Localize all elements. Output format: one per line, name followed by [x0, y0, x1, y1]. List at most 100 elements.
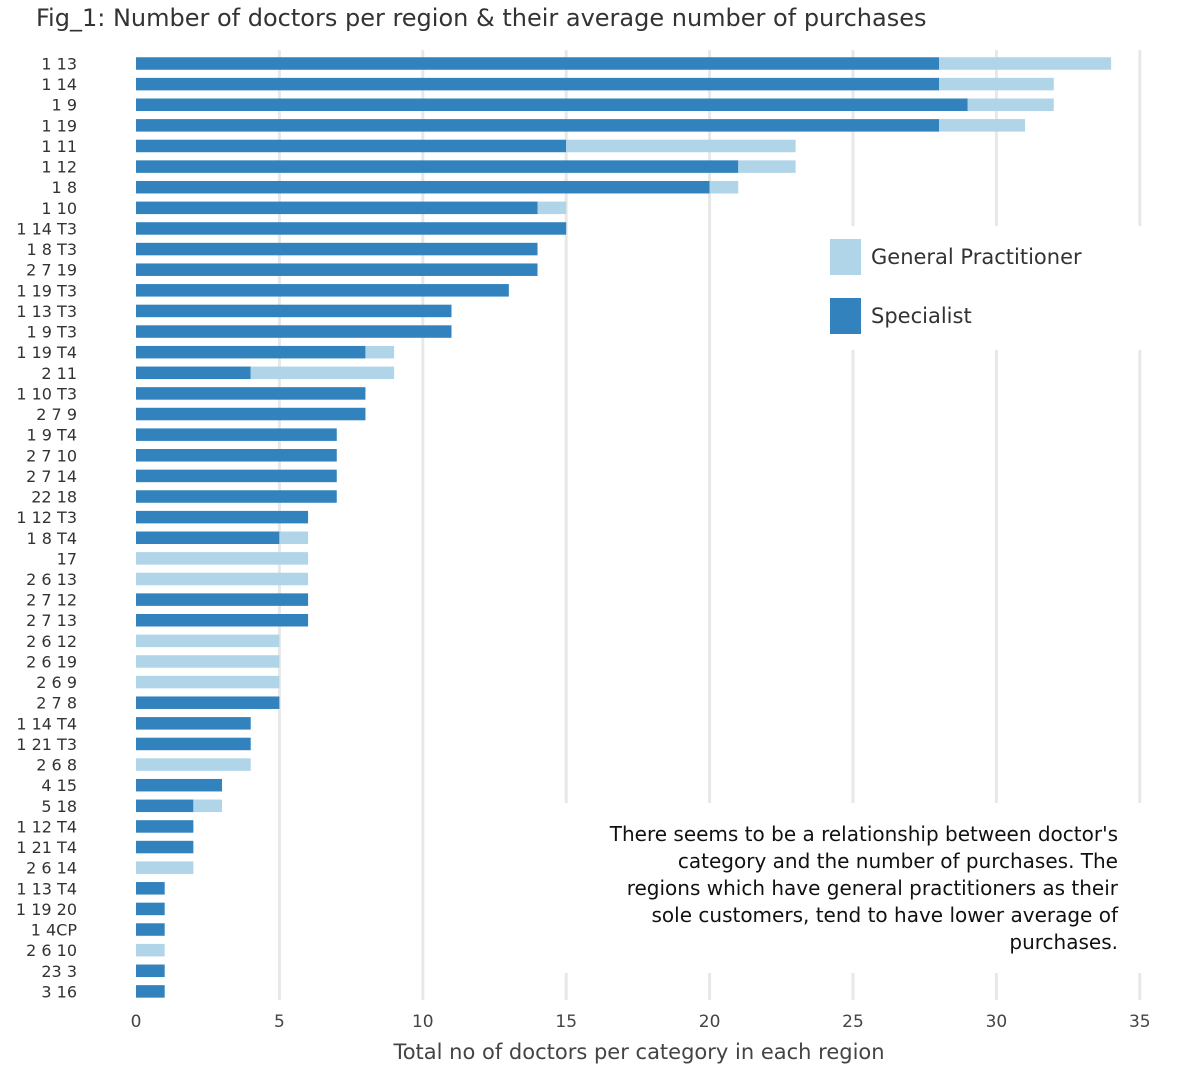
bar-specialist [136, 57, 940, 70]
x-tick-label: 35 [1129, 1012, 1151, 1032]
bar-specialist [136, 139, 567, 153]
annotation-line: category and the number of purchases. Th… [678, 849, 1118, 873]
bar-general-practitioner [136, 675, 280, 689]
bar-specialist [136, 799, 194, 813]
x-tick-label: 10 [412, 1012, 434, 1032]
bar-specialist [136, 469, 337, 483]
annotation-line: purchases. [1009, 930, 1118, 954]
annotation-line: sole customers, tend to have lower avera… [652, 903, 1119, 927]
y-tick-label: 1 12 T4 [16, 817, 77, 836]
bar-specialist [136, 613, 309, 627]
y-tick-label: 1 13 T3 [16, 302, 77, 321]
y-tick-label: 2 7 12 [26, 591, 77, 610]
y-tick-label: 2 6 13 [26, 570, 77, 589]
bar-general-practitioner [136, 943, 165, 957]
x-axis-label: Total no of doctors per category in each… [392, 1040, 884, 1064]
y-tick-label: 2 6 12 [26, 632, 77, 651]
y-tick-label: 1 13 T4 [16, 879, 77, 898]
bar-general-practitioner [136, 572, 309, 586]
x-tick-label: 0 [131, 1012, 142, 1032]
y-tick-label: 17 [57, 549, 77, 568]
y-tick-label: 1 9 T4 [27, 426, 77, 445]
bar-specialist [136, 717, 251, 730]
bar-specialist [136, 222, 567, 235]
bar-specialist [136, 180, 710, 194]
annotation-background [556, 803, 1142, 973]
y-tick-label: 2 7 14 [26, 467, 77, 486]
bar-general-practitioner [136, 861, 194, 874]
legend-swatch [830, 298, 861, 334]
bar-specialist [136, 428, 337, 441]
bar-specialist [136, 902, 165, 916]
bars [136, 57, 1112, 998]
bar-specialist [136, 325, 452, 338]
y-tick-label: 1 19 T3 [16, 281, 77, 300]
y-tick-label: 1 14 T4 [16, 714, 77, 733]
y-tick-label: 4 15 [41, 776, 77, 795]
bar-general-practitioner [279, 531, 309, 545]
x-tick-label: 20 [699, 1012, 721, 1032]
y-tick-label: 2 7 9 [36, 405, 77, 424]
y-tick-label: 2 6 10 [26, 941, 77, 960]
bar-general-practitioner [709, 180, 739, 194]
y-tick-label: 1 19 T4 [16, 343, 77, 362]
y-tick-label: 1 8 [52, 178, 77, 197]
y-tick-label: 1 9 T3 [27, 323, 77, 342]
chart-title: Fig_1: Number of doctors per region & th… [36, 4, 927, 32]
legend-swatch [830, 239, 861, 275]
legend: General Practitioner Specialist [823, 226, 1143, 350]
bar-specialist [136, 98, 968, 111]
x-tick-label: 15 [555, 1012, 577, 1032]
bar-specialist [136, 985, 165, 998]
annotation: There seems to be a relationship between… [556, 803, 1142, 973]
y-tick-label: 2 6 8 [36, 756, 77, 775]
x-tick-label: 30 [986, 1012, 1008, 1032]
y-tick-label: 2 7 8 [36, 694, 77, 713]
bar-specialist [136, 531, 280, 545]
bar-specialist [136, 160, 739, 173]
bar-general-practitioner [537, 201, 567, 215]
bar-specialist [136, 201, 538, 215]
y-tick-label: 1 13 [41, 55, 77, 74]
y-tick-label: 23 3 [41, 962, 77, 981]
bar-general-practitioner [939, 77, 1054, 91]
y-tick-label: 1 10 T3 [16, 384, 77, 403]
bar-general-practitioner [738, 160, 796, 173]
bar-general-practitioner [939, 57, 1112, 70]
y-tick-label: 1 11 [41, 137, 77, 156]
y-tick-label: 1 10 [41, 199, 77, 218]
bar-general-practitioner [136, 634, 280, 648]
bar-specialist [136, 820, 194, 833]
bar-specialist [136, 407, 366, 421]
bar-specialist [136, 366, 251, 380]
bar-specialist [136, 77, 940, 91]
y-tick-labels: 1 131 14 1 91 19 1 11 1 121 8 1 101 14 T3 1 8… [16, 55, 77, 1002]
x-tick-label: 25 [842, 1012, 864, 1032]
x-tick-labels: 0 5 10 15 20 25 30 35 [131, 1012, 1151, 1032]
y-tick-label: 2 6 14 [26, 859, 77, 878]
bar-general-practitioner [967, 98, 1054, 111]
y-tick-label: 1 4CP [31, 921, 78, 940]
bar-general-practitioner [136, 552, 309, 565]
y-tick-label: 1 12 [41, 158, 77, 177]
y-tick-label: 1 8 T3 [27, 240, 77, 259]
bar-general-practitioner [193, 799, 223, 813]
y-tick-label: 1 19 20 [16, 900, 77, 919]
y-tick-label: 1 12 T3 [16, 508, 77, 527]
y-tick-label: 22 18 [31, 488, 77, 507]
y-tick-label: 1 21 T3 [16, 735, 77, 754]
bar-specialist [136, 387, 366, 400]
y-tick-label: 2 11 [41, 364, 77, 383]
y-tick-label: 5 18 [41, 797, 77, 816]
y-tick-label: 2 6 9 [36, 673, 77, 692]
y-tick-label: 2 7 10 [26, 446, 77, 465]
bar-specialist [136, 242, 538, 256]
bar-general-practitioner [136, 655, 280, 668]
bar-specialist [136, 882, 165, 895]
bar-specialist [136, 345, 366, 359]
annotation-line: There seems to be a relationship between… [609, 822, 1118, 846]
bar-specialist [136, 737, 251, 751]
y-tick-label: 3 16 [41, 982, 77, 1001]
y-tick-label: 1 14 [41, 75, 77, 94]
y-tick-label: 2 7 13 [26, 611, 77, 630]
